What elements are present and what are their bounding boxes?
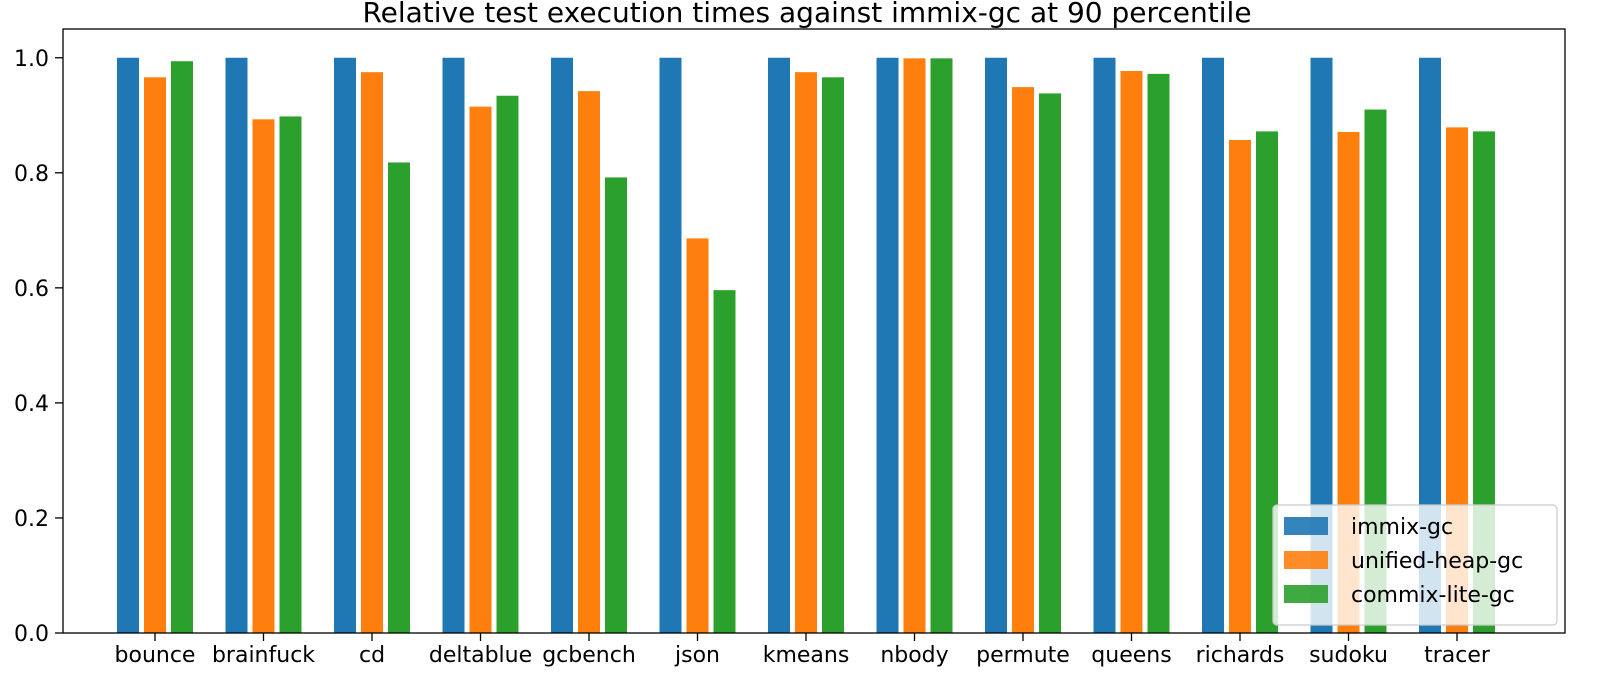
y-tick-label: 0.4: [14, 392, 49, 417]
bar-commix-lite-gc-cd: [388, 162, 410, 633]
legend-swatch-unified-heap-gc: [1284, 551, 1328, 569]
bar-immix-gc-deltablue: [443, 58, 465, 633]
bar-commix-lite-gc-kmeans: [822, 77, 844, 633]
y-axis: 0.0 0.2 0.4 0.6 0.8 1.0: [14, 47, 63, 647]
bar-unified-heap-gc-nbody: [904, 58, 926, 633]
bar-immix-gc-richards: [1202, 58, 1224, 633]
legend-label-unified-heap-gc: unified-heap-gc: [1351, 549, 1523, 574]
bar-unified-heap-gc-deltablue: [470, 107, 492, 633]
bar-commix-lite-gc-permute: [1039, 93, 1061, 633]
legend-swatch-commix-lite-gc: [1284, 585, 1328, 603]
bar-immix-gc-cd: [334, 58, 356, 633]
bar-commix-lite-gc-bounce: [171, 61, 193, 633]
y-tick-label: 1.0: [14, 47, 49, 72]
bar-unified-heap-gc-brainfuck: [253, 119, 275, 633]
legend-label-immix-gc: immix-gc: [1351, 515, 1453, 540]
bar-unified-heap-gc-richards: [1229, 140, 1251, 633]
bar-unified-heap-gc-gcbench: [578, 91, 600, 633]
bar-immix-gc-queens: [1094, 58, 1116, 633]
bar-immix-gc-brainfuck: [226, 58, 248, 633]
x-tick-label: queens: [1091, 643, 1171, 668]
bar-unified-heap-gc-json: [687, 238, 709, 633]
x-tick-label: json: [674, 643, 720, 668]
y-tick-label: 0.0: [14, 622, 49, 647]
y-tick-label: 0.2: [14, 507, 49, 532]
x-axis: bounce brainfuck cd deltablue gcbench json kme…: [115, 633, 1491, 668]
bar-immix-gc-json: [660, 58, 682, 633]
bar-commix-lite-gc-queens: [1148, 74, 1170, 633]
x-tick-label: nbody: [880, 643, 948, 668]
bar-unified-heap-gc-bounce: [144, 77, 166, 633]
bar-immix-gc-permute: [985, 58, 1007, 633]
bar-unified-heap-gc-cd: [361, 72, 383, 633]
chart-title: Relative test execution times against im…: [362, 0, 1251, 29]
y-tick-label: 0.8: [14, 162, 49, 187]
bar-commix-lite-gc-brainfuck: [280, 116, 302, 633]
bar-unified-heap-gc-permute: [1012, 87, 1034, 633]
legend-label-commix-lite-gc: commix-lite-gc: [1351, 583, 1515, 608]
y-tick-label: 0.6: [14, 277, 49, 302]
bar-unified-heap-gc-kmeans: [795, 72, 817, 633]
legend: immix-gc unified-heap-gc commix-lite-gc: [1273, 505, 1557, 625]
x-tick-label: deltablue: [429, 643, 532, 668]
x-tick-label: brainfuck: [212, 643, 315, 668]
bar-immix-gc-gcbench: [551, 58, 573, 633]
bar-commix-lite-gc-deltablue: [497, 96, 519, 633]
x-tick-label: cd: [359, 643, 385, 668]
x-tick-label: bounce: [115, 643, 196, 668]
x-tick-label: richards: [1196, 643, 1285, 668]
x-tick-label: gcbench: [542, 643, 636, 668]
x-tick-label: kmeans: [763, 643, 850, 668]
bar-commix-lite-gc-gcbench: [605, 177, 627, 633]
bar-unified-heap-gc-queens: [1121, 71, 1143, 633]
bar-immix-gc-bounce: [117, 58, 139, 633]
x-tick-label: tracer: [1424, 643, 1491, 668]
x-tick-label: permute: [976, 643, 1070, 668]
legend-swatch-immix-gc: [1284, 517, 1328, 535]
bar-immix-gc-nbody: [877, 58, 899, 633]
bar-commix-lite-gc-json: [714, 290, 736, 633]
bar-commix-lite-gc-nbody: [931, 58, 953, 633]
x-tick-label: sudoku: [1309, 643, 1388, 668]
bar-immix-gc-kmeans: [768, 58, 790, 633]
